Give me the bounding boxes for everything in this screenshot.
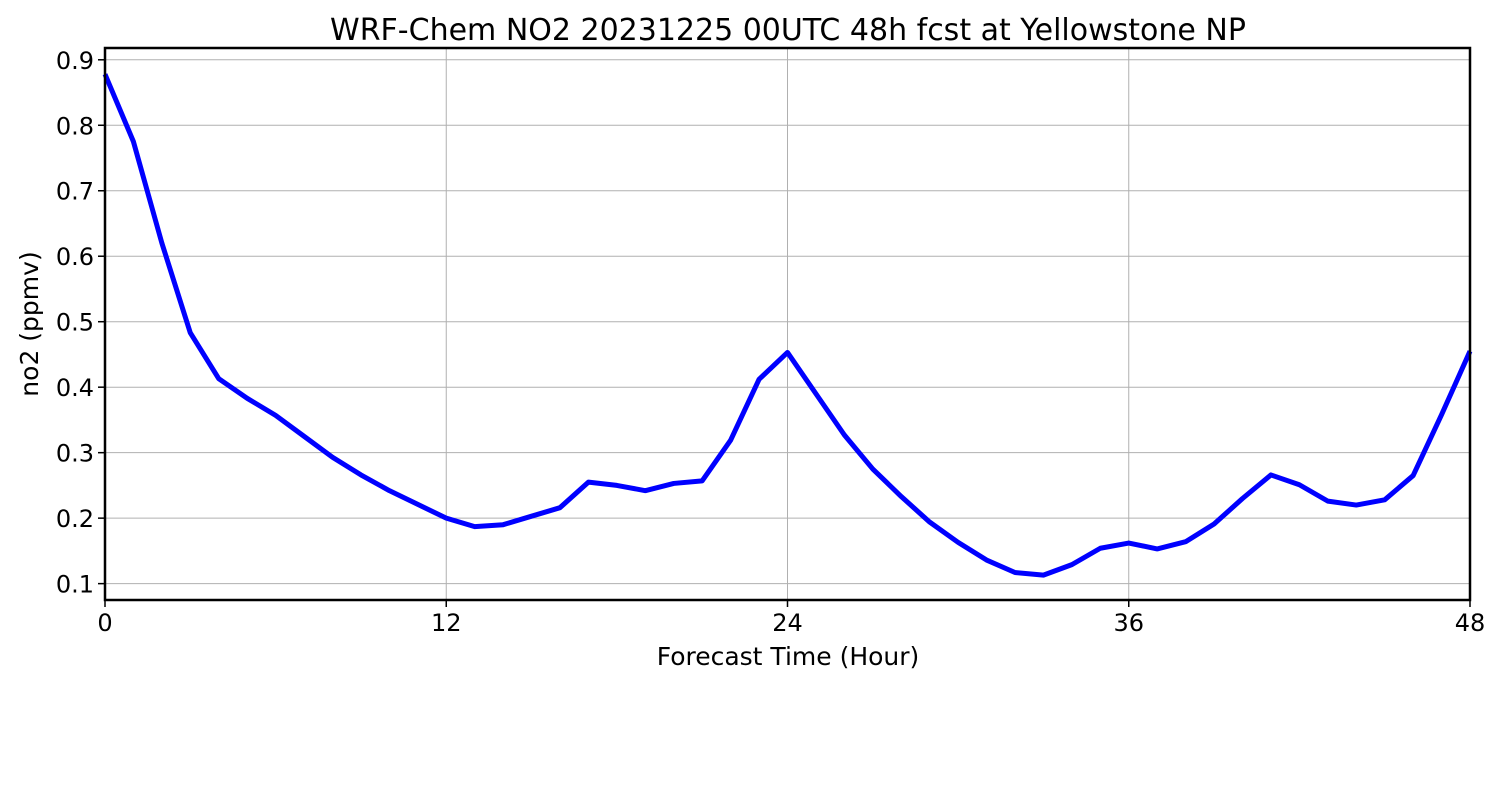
y-tick-label: 0.1 <box>56 571 94 599</box>
chart-title: WRF-Chem NO2 20231225 00UTC 48h fcst at … <box>330 13 1246 48</box>
y-tick-label: 0.6 <box>56 243 94 271</box>
y-tick-label: 0.3 <box>56 440 94 468</box>
y-tick-label: 0.2 <box>56 505 94 533</box>
x-tick-label: 36 <box>1113 609 1144 637</box>
no2-series-line <box>102 73 1473 578</box>
grid-lines <box>104 48 1471 600</box>
x-tick-label: 12 <box>431 609 462 637</box>
x-tick-label: 0 <box>97 609 112 637</box>
x-axis-label: Forecast Time (Hour) <box>657 642 920 671</box>
y-tick-label: 0.8 <box>56 112 94 140</box>
y-tick-label: 0.9 <box>56 47 94 75</box>
x-tick-label: 24 <box>772 609 803 637</box>
x-tick-label: 48 <box>1455 609 1486 637</box>
y-tick-label: 0.4 <box>56 374 94 402</box>
y-tick-label: 0.7 <box>56 178 94 206</box>
y-tick-label: 0.5 <box>56 309 94 337</box>
y-axis-label: no2 (ppmv) <box>15 251 44 396</box>
series-layer <box>102 73 1473 578</box>
axis-ticks: 0 12 24 36 48 0.1 0.2 0.3 0.4 0.5 0.6 0.7 0.8 0.9 <box>56 47 1485 637</box>
